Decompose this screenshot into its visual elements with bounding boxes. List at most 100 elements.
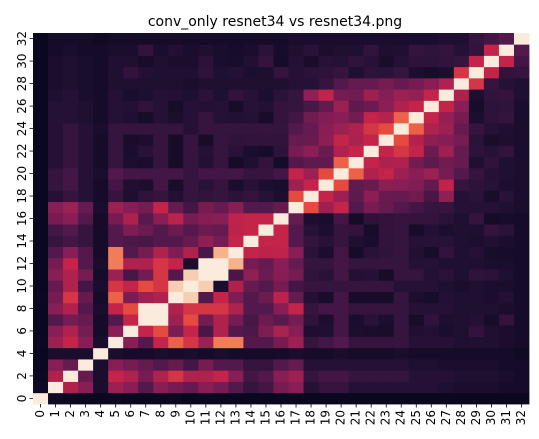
heatmap-cell-19-8 <box>153 179 169 191</box>
heatmap-cell-11-14 <box>243 269 259 281</box>
heatmap-cell-28-20 <box>333 77 350 90</box>
heatmap-cell-18-19 <box>318 190 335 203</box>
heatmap-cell-13-20 <box>333 246 350 259</box>
heatmap-cell-20-6 <box>123 167 139 180</box>
x-tick-label: 9 <box>168 410 182 418</box>
heatmap-cell-16-17 <box>288 212 304 225</box>
heatmap-cell-31-8 <box>153 44 169 56</box>
heatmap-cell-5-29 <box>468 336 485 349</box>
x-tick-label: 6 <box>123 410 137 418</box>
heatmap-cell-3-22 <box>363 359 380 371</box>
heatmap-cell-3-5 <box>108 359 124 371</box>
heatmap-cell-25-5 <box>108 111 124 124</box>
heatmap-cell-0-22 <box>363 392 380 405</box>
heatmap-cell-6-8 <box>153 325 169 337</box>
heatmap-cell-32-22 <box>363 33 380 45</box>
heatmap-cell-19-25 <box>408 179 425 191</box>
heatmap-cell-24-27 <box>438 122 455 135</box>
heatmap-cell-23-20 <box>333 134 350 146</box>
heatmap-cell-14-15 <box>258 235 274 247</box>
heatmap-cell-16-26 <box>423 212 440 225</box>
heatmap-cell-21-10 <box>183 156 199 169</box>
heatmap-cell-28-31 <box>498 77 515 90</box>
heatmap-cell-0-11 <box>198 392 214 405</box>
heatmap-cell-20-18 <box>303 167 319 180</box>
heatmap-cell-12-19 <box>318 257 335 270</box>
heatmap-cell-11-26 <box>423 269 440 281</box>
heatmap-cell-24-23 <box>378 122 395 135</box>
heatmap-cell-25-29 <box>468 111 485 124</box>
heatmap-cell-11-5 <box>108 269 124 281</box>
heatmap-cell-11-24 <box>393 269 410 281</box>
heatmap-cell-1-2 <box>63 381 79 394</box>
heatmap-cell-26-9 <box>168 100 184 113</box>
y-tick-label: 26 <box>15 98 29 113</box>
heatmap-cell-3-11 <box>198 359 214 371</box>
heatmap-cell-30-28 <box>453 55 470 68</box>
heatmap-cell-26-28 <box>453 100 470 113</box>
y-tick-label: 22 <box>15 143 29 158</box>
heatmap-cell-13-13 <box>228 246 244 259</box>
heatmap-cell-0-8 <box>153 392 169 405</box>
heatmap-cell-27-12 <box>213 89 229 101</box>
heatmap-cell-29-5 <box>108 66 124 79</box>
heatmap-cell-6-12 <box>213 325 229 337</box>
heatmap-cell-8-24 <box>393 302 410 315</box>
heatmap-cell-30-2 <box>63 55 79 68</box>
heatmap-cell-15-31 <box>498 224 515 236</box>
heatmap-cell-12-9 <box>168 257 184 270</box>
heatmap-cell-21-29 <box>468 156 485 169</box>
heatmap-cell-18-22 <box>363 190 380 203</box>
heatmap-cell-32-23 <box>378 33 395 45</box>
heatmap-cell-12-8 <box>153 257 169 270</box>
heatmap-cell-15-10 <box>183 224 199 236</box>
heatmap-cell-3-13 <box>228 359 244 371</box>
x-tick-label: 26 <box>424 410 438 425</box>
heatmap-cell-7-12 <box>213 314 229 326</box>
heatmap-cell-21-12 <box>213 156 229 169</box>
heatmap-cell-15-26 <box>423 224 440 236</box>
heatmap-cell-0-1 <box>48 392 64 405</box>
heatmap-cell-24-12 <box>213 122 229 135</box>
heatmap-cell-28-26 <box>423 77 440 90</box>
heatmap-cell-2-31 <box>498 370 515 382</box>
heatmap-cell-11-31 <box>498 269 515 281</box>
x-tick-label: 3 <box>78 410 92 418</box>
heatmap-cell-2-7 <box>138 370 154 382</box>
heatmap-cell-11-25 <box>408 269 425 281</box>
heatmap-cell-20-14 <box>243 167 259 180</box>
heatmap-cell-13-1 <box>48 246 64 259</box>
heatmap-cell-21-2 <box>63 156 79 169</box>
heatmap-cell-26-19 <box>318 100 335 113</box>
heatmap-cell-17-20 <box>333 201 350 214</box>
heatmap-cell-6-5 <box>108 325 124 337</box>
heatmap-cell-0-25 <box>408 392 425 405</box>
heatmap-cell-7-8 <box>153 314 169 326</box>
heatmap-cell-21-21 <box>348 156 365 169</box>
heatmap-cell-12-28 <box>453 257 470 270</box>
heatmap-cell-0-6 <box>123 392 139 405</box>
heatmap-cell-9-13 <box>228 291 244 304</box>
heatmap-cell-3-14 <box>243 359 259 371</box>
heatmap-cell-18-6 <box>123 190 139 203</box>
heatmap-cell-10-7 <box>138 280 154 292</box>
heatmap-cell-5-17 <box>288 336 304 349</box>
heatmap-cell-2-20 <box>333 370 350 382</box>
heatmap-cell-13-6 <box>123 246 139 259</box>
heatmap-cell-9-28 <box>453 291 470 304</box>
heatmap-cell-3-21 <box>348 359 365 371</box>
heatmap-cell-17-28 <box>453 201 470 214</box>
heatmap-cell-12-21 <box>348 257 365 270</box>
heatmap-cell-24-0 <box>33 122 49 135</box>
heatmap-cell-30-21 <box>348 55 365 68</box>
heatmap-cell-2-21 <box>348 370 365 382</box>
heatmap-cell-14-17 <box>288 235 304 247</box>
heatmap-cell-5-26 <box>423 336 440 349</box>
heatmap-cell-18-27 <box>438 190 455 203</box>
heatmap-cell-5-21 <box>348 336 365 349</box>
heatmap-cell-4-27 <box>438 347 455 360</box>
heatmap-cell-2-12 <box>213 370 229 382</box>
heatmap-cell-10-15 <box>258 280 274 292</box>
heatmap-cell-21-8 <box>153 156 169 169</box>
heatmap-cell-19-30 <box>483 179 500 191</box>
